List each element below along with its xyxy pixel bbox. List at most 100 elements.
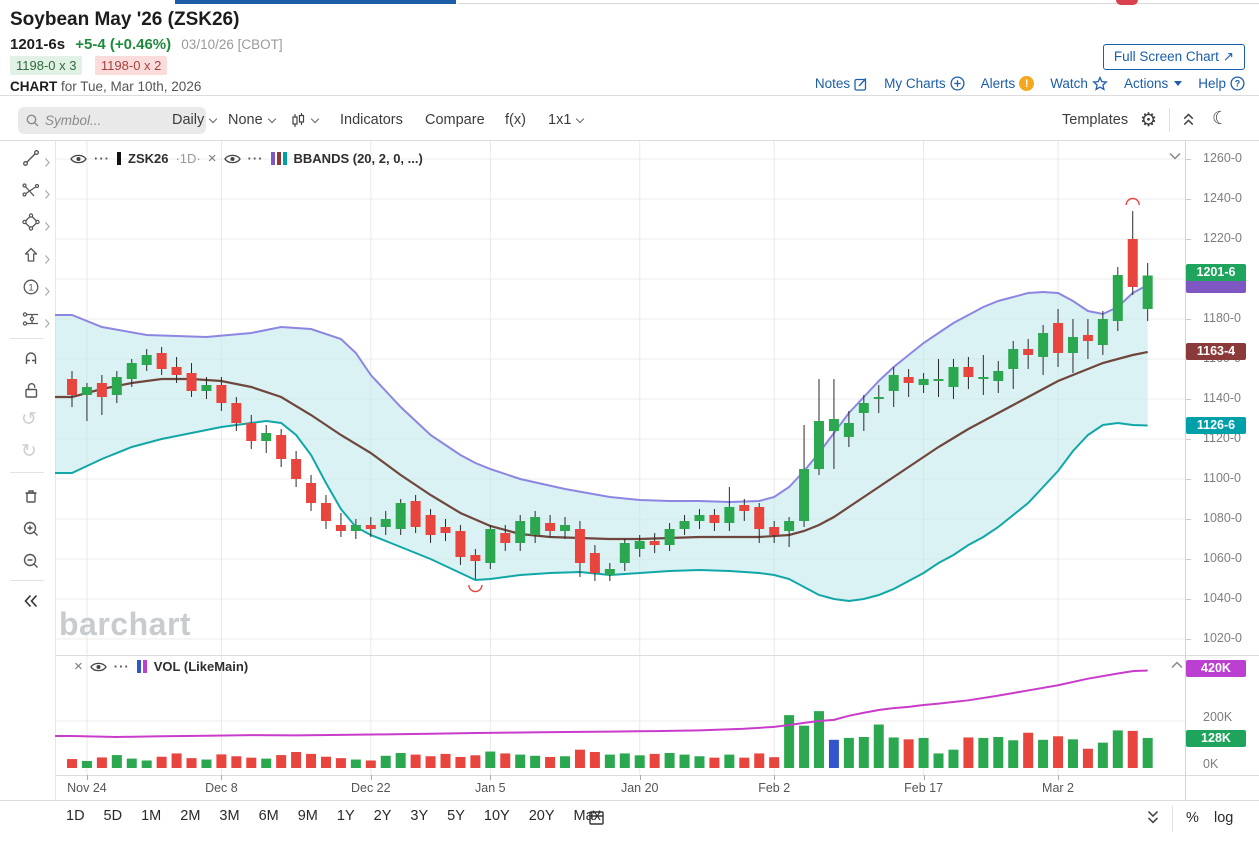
indicators-button[interactable]: Indicators — [340, 112, 403, 128]
volume-bar — [96, 757, 107, 768]
candle — [754, 503, 765, 543]
candle — [574, 521, 585, 577]
help-link[interactable]: Help ? — [1198, 76, 1245, 91]
range-button-1d[interactable]: 1D — [66, 808, 85, 824]
visibility-eye-icon[interactable] — [223, 153, 241, 165]
magnet-tool[interactable] — [21, 348, 47, 370]
tool-expand-chevron — [45, 190, 50, 199]
range-button-10y[interactable]: 10Y — [483, 808, 510, 824]
range-button-20y[interactable]: 20Y — [528, 808, 555, 824]
study-menu-dots[interactable]: ··· — [247, 151, 264, 166]
range-button-2m[interactable]: 2M — [180, 808, 201, 824]
volume-plot[interactable] — [55, 655, 1185, 775]
notes-icon — [854, 77, 867, 91]
volume-bar — [500, 753, 511, 768]
time-axis-tick — [221, 775, 223, 780]
study-color-chips — [270, 152, 287, 165]
volume-bar — [1008, 740, 1019, 768]
volume-menu-dots[interactable]: ··· — [113, 659, 130, 674]
chart-style-dropdown[interactable] — [290, 112, 320, 129]
fx-button[interactable]: f(x) — [505, 112, 526, 128]
volume-bar — [1097, 742, 1108, 768]
collapse-toolbar-icon[interactable] — [1180, 111, 1197, 128]
swing-high-marker — [1125, 197, 1140, 206]
main-chart-plot[interactable] — [55, 141, 1185, 655]
measure-tool[interactable] — [21, 309, 50, 331]
double-chevron-down-icon[interactable] — [1144, 808, 1162, 826]
zoom-out-button[interactable] — [21, 551, 47, 573]
main-pane-collapse-chevron[interactable] — [1168, 151, 1182, 161]
number-annotation-tool[interactable]: 1 — [21, 277, 50, 299]
candle — [141, 349, 152, 371]
dark-mode-moon-icon[interactable]: ☾ — [1212, 108, 1229, 128]
zoom-in-button[interactable] — [21, 519, 47, 541]
layout-dropdown[interactable]: 1x1 — [548, 112, 585, 128]
multi-line-tool[interactable] — [21, 180, 50, 202]
volume-bar — [246, 757, 257, 768]
full-screen-chart-button[interactable]: Full Screen Chart ↗ — [1102, 44, 1245, 70]
percent-scale-button[interactable]: % — [1186, 810, 1199, 826]
visibility-eye-icon[interactable] — [89, 661, 107, 673]
last-price: 1201-6s — [10, 36, 66, 53]
volume-bar — [231, 756, 242, 768]
tool-dropdown[interactable]: None — [228, 112, 276, 128]
actions-menu[interactable]: Actions — [1124, 76, 1183, 91]
search-input[interactable] — [45, 113, 185, 128]
remove-study-icon[interactable]: × — [207, 150, 217, 167]
range-button-5d[interactable]: 5D — [103, 808, 123, 824]
remove-volume-icon[interactable]: × — [74, 658, 83, 675]
time-axis-tick — [1058, 775, 1060, 780]
notes-link[interactable]: Notes — [815, 76, 868, 91]
volume-bar — [963, 737, 974, 768]
search-icon — [26, 114, 39, 127]
my-charts-link[interactable]: My Charts — [884, 76, 965, 91]
range-button-3m[interactable]: 3M — [219, 808, 240, 824]
shapes-tool[interactable] — [21, 212, 50, 234]
range-button-5y[interactable]: 5Y — [447, 808, 465, 824]
candle — [470, 549, 481, 579]
compare-button[interactable]: Compare — [425, 112, 485, 128]
main-chart-legend: ··· ZSK26 ·1D· × ··· BBANDS (20, 2, 0, .… — [70, 150, 423, 167]
range-button-3y[interactable]: 3Y — [410, 808, 429, 824]
range-button-2y[interactable]: 2Y — [373, 808, 392, 824]
trash-icon — [25, 490, 37, 503]
price-axis-tick — [1186, 319, 1191, 320]
price-axis-tick — [1186, 639, 1191, 640]
undo-button[interactable]: ↺ — [21, 409, 37, 430]
magnet-icon — [25, 352, 37, 364]
time-axis-tick — [774, 775, 776, 780]
candle — [1053, 309, 1064, 367]
series-menu-dots[interactable]: ··· — [94, 151, 110, 166]
volume-bar — [664, 752, 675, 768]
log-scale-button[interactable]: log — [1214, 810, 1234, 826]
candle — [186, 363, 197, 397]
trend-line-tool[interactable] — [21, 148, 50, 170]
delete-drawings-button[interactable] — [21, 486, 47, 508]
visibility-eye-icon[interactable] — [70, 153, 87, 165]
chevron-down-icon — [310, 114, 320, 124]
settings-gear-icon[interactable]: ⚙ — [1140, 110, 1158, 131]
unlock-tool[interactable] — [21, 380, 47, 402]
calendar-icon[interactable] — [588, 809, 605, 826]
price-axis-tick — [1186, 559, 1191, 560]
measure-icon — [22, 312, 38, 326]
redo-button[interactable]: ↻ — [21, 441, 37, 462]
range-button-1m[interactable]: 1M — [141, 808, 162, 824]
volume-pane-expand-chevron[interactable] — [1170, 660, 1184, 670]
arrow-mark-tool[interactable] — [21, 245, 50, 267]
range-button-9m[interactable]: 9M — [297, 808, 318, 824]
period-dropdown[interactable]: Daily — [172, 112, 218, 128]
range-button-6m[interactable]: 6M — [258, 808, 279, 824]
symbol-search[interactable] — [18, 107, 206, 134]
volume-bar — [604, 754, 615, 768]
alerts-link[interactable]: Alerts ! — [981, 76, 1035, 91]
templates-button[interactable]: Templates — [1062, 112, 1128, 128]
collapse-sidebar-button[interactable] — [21, 591, 47, 613]
watch-link[interactable]: Watch — [1050, 76, 1108, 91]
volume-bar — [395, 752, 406, 768]
price-axis-label: 1080-0 — [1203, 511, 1242, 525]
candle — [799, 425, 810, 527]
range-button-1y[interactable]: 1Y — [336, 808, 355, 824]
compare-label: Compare — [425, 112, 485, 128]
volume-bar — [560, 756, 571, 768]
